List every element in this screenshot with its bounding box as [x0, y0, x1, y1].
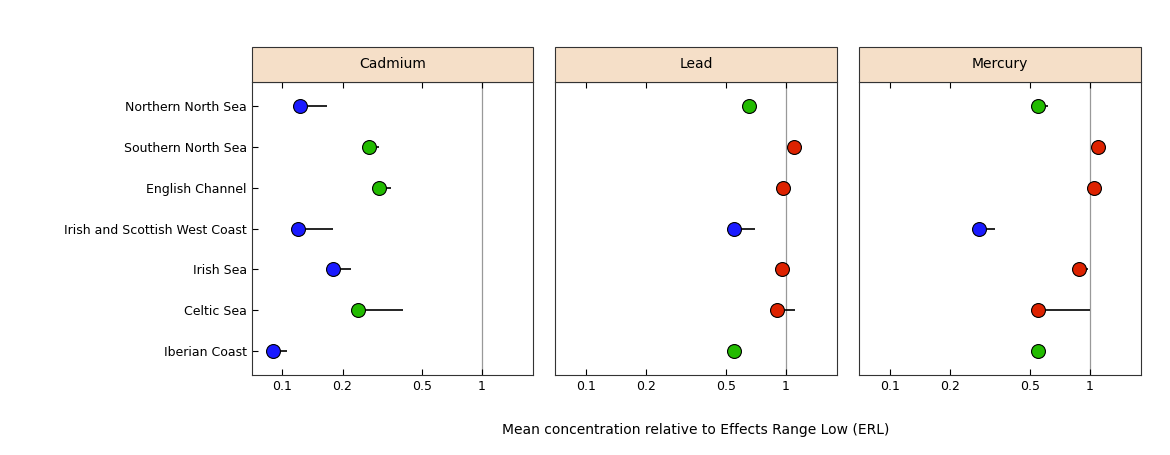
Point — [739, 103, 758, 110]
Point — [773, 184, 792, 192]
Point — [785, 143, 804, 151]
Point — [724, 225, 743, 233]
Point — [1028, 307, 1047, 314]
Text: Cadmium: Cadmium — [359, 57, 426, 71]
Point — [1089, 143, 1108, 151]
FancyBboxPatch shape — [859, 47, 1141, 82]
Point — [289, 225, 308, 233]
Point — [349, 307, 367, 314]
Point — [1085, 184, 1103, 192]
Point — [370, 184, 388, 192]
Point — [264, 347, 283, 354]
Point — [1028, 347, 1047, 354]
Text: Lead: Lead — [680, 57, 713, 71]
FancyBboxPatch shape — [252, 47, 534, 82]
Point — [724, 347, 743, 354]
Point — [768, 307, 786, 314]
Point — [1069, 266, 1088, 273]
Point — [360, 143, 379, 151]
Point — [324, 266, 343, 273]
Text: Mercury: Mercury — [972, 57, 1028, 71]
Point — [1028, 103, 1047, 110]
FancyBboxPatch shape — [556, 47, 837, 82]
Point — [970, 225, 989, 233]
Point — [290, 103, 309, 110]
Point — [773, 266, 792, 273]
Text: Mean concentration relative to Effects Range Low (ERL): Mean concentration relative to Effects R… — [502, 423, 890, 437]
